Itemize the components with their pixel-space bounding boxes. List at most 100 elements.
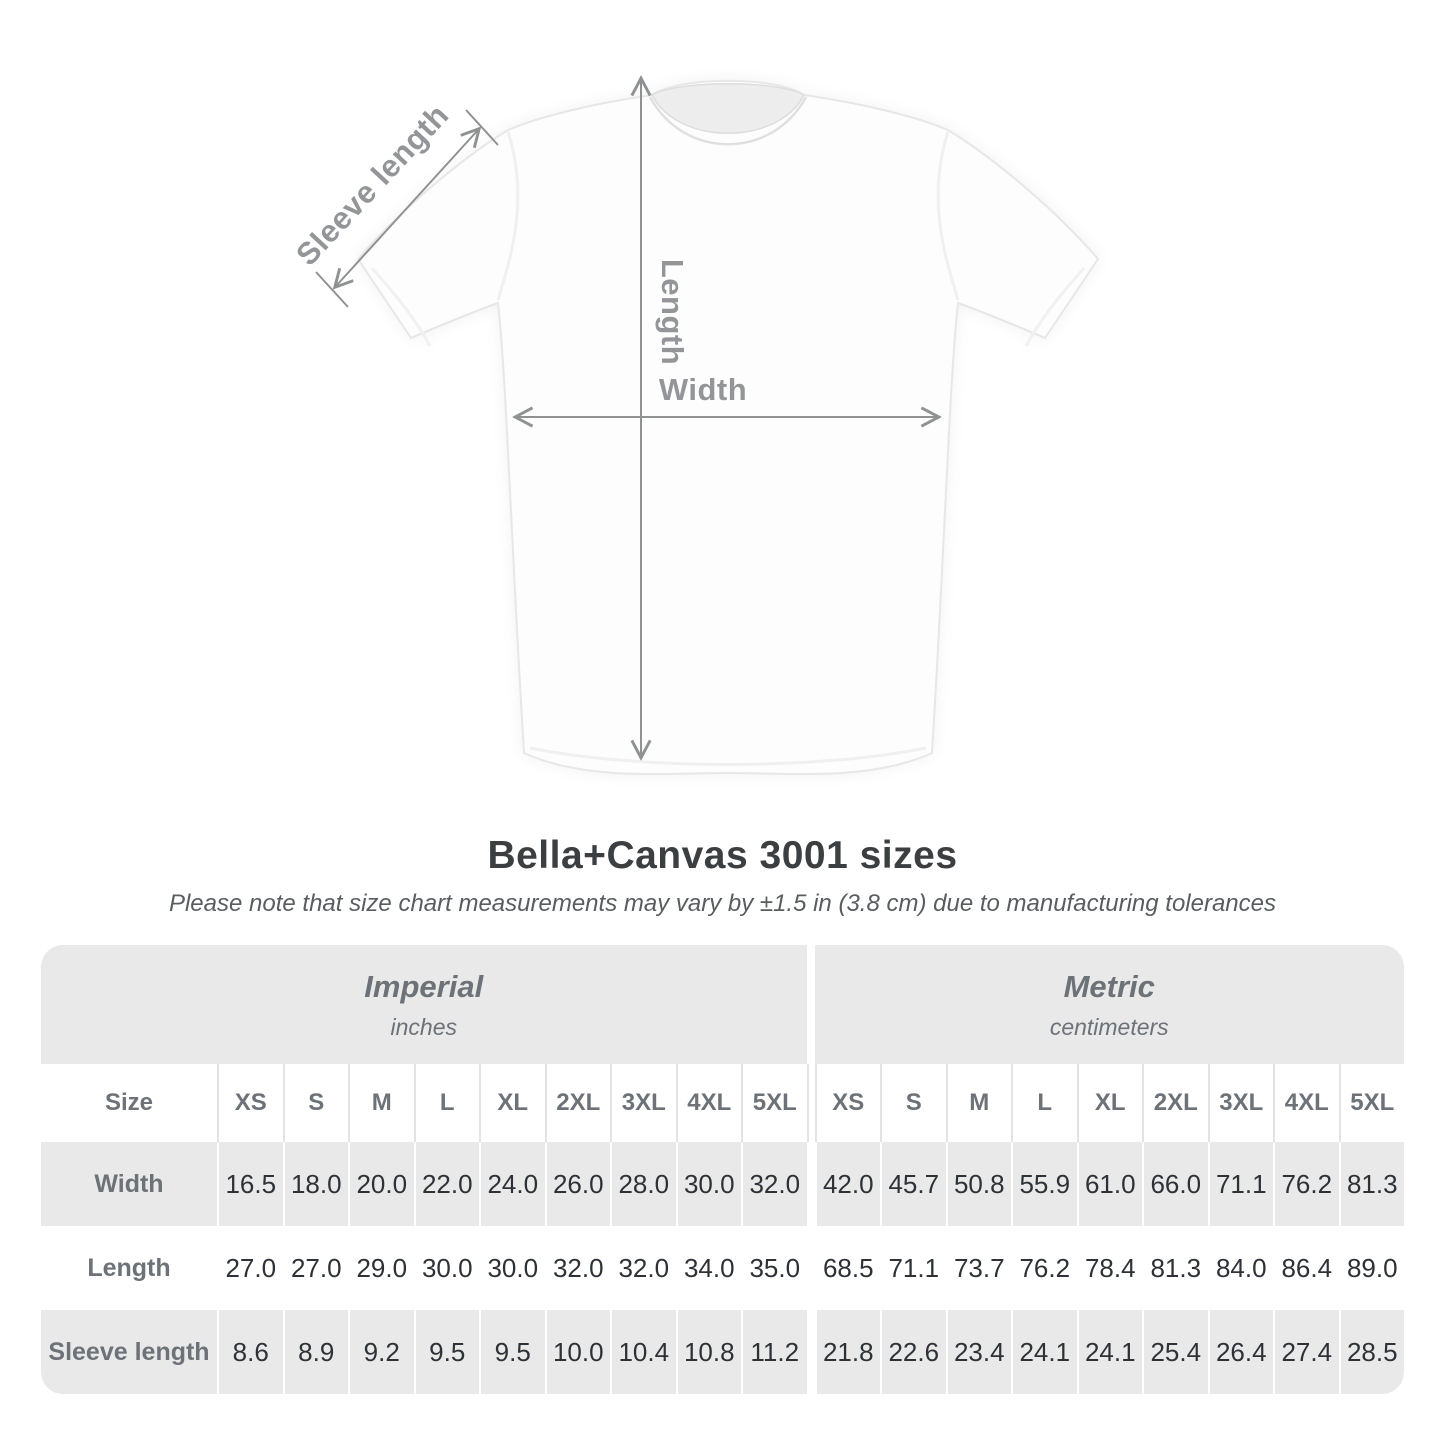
cell: 89.0	[1338, 1226, 1404, 1310]
cell: 24.1	[1076, 1310, 1142, 1394]
cell: 30.0	[413, 1226, 479, 1310]
cell: 27.0	[282, 1226, 348, 1310]
cell: 21.8	[814, 1310, 880, 1394]
tshirt-graphic: Length Width Sleeve length	[289, 0, 1100, 776]
cell: 81.3	[1338, 1142, 1404, 1226]
cell: 27.0	[217, 1226, 283, 1310]
unit-header-divider	[806, 945, 815, 1064]
cell: 45.7	[880, 1142, 946, 1226]
cell: 76.2	[1011, 1226, 1077, 1310]
size-header-cell: 2XL	[1142, 1064, 1208, 1142]
cell: 27.4	[1273, 1310, 1339, 1394]
tshirt-measurement-diagram: Length Width Sleeve length	[289, 0, 1100, 776]
metric-header: Metric centimeters	[814, 945, 1404, 1064]
table-row-width: Width 16.5 18.0 20.0 22.0 24.0 26.0 28.0…	[41, 1142, 1404, 1226]
group-divider	[806, 1142, 815, 1226]
cell: 10.4	[610, 1310, 676, 1394]
size-header-cell: 5XL	[741, 1064, 807, 1142]
size-header-cell: 4XL	[675, 1064, 742, 1142]
cell: 10.8	[675, 1310, 741, 1394]
size-header-cell: XL	[479, 1064, 545, 1142]
cell: 20.0	[348, 1142, 414, 1226]
collar	[651, 83, 805, 134]
size-header-cell: XS	[217, 1064, 283, 1142]
imperial-unit: inches	[390, 1013, 457, 1040]
unit-header-row: Imperial inches Metric centimeters	[41, 945, 1404, 1064]
cell: 66.0	[1142, 1142, 1208, 1226]
size-table: Imperial inches Metric centimeters Size …	[41, 945, 1404, 1394]
size-header-cell: XL	[1076, 1064, 1143, 1142]
cell: 8.9	[282, 1310, 348, 1394]
row-label: Width	[41, 1142, 217, 1226]
cell: 28.5	[1338, 1310, 1404, 1394]
cell: 24.1	[1011, 1310, 1077, 1394]
cell: 42.0	[814, 1142, 880, 1226]
cell: 86.4	[1273, 1226, 1339, 1310]
page-title: Bella+Canvas 3001 sizes	[487, 834, 958, 877]
size-header-cell: M	[945, 1064, 1012, 1142]
cell: 8.6	[217, 1310, 283, 1394]
size-header-cell: 3XL	[1207, 1064, 1274, 1142]
cell: 73.7	[945, 1226, 1011, 1310]
cell: 30.0	[479, 1226, 545, 1310]
cell: 78.4	[1076, 1226, 1142, 1310]
row-label: Sleeve length	[41, 1310, 217, 1394]
size-header-cell: XS	[814, 1064, 881, 1142]
size-header-cell: 4XL	[1273, 1064, 1339, 1142]
cell: 26.4	[1207, 1310, 1273, 1394]
cell: 30.0	[675, 1142, 741, 1226]
table-row-sleeve-length: Sleeve length 8.6 8.9 9.2 9.5 9.5 10.0 1…	[41, 1310, 1404, 1394]
imperial-header: Imperial inches	[41, 945, 807, 1064]
cell: 71.1	[1207, 1142, 1273, 1226]
cell: 22.0	[413, 1142, 479, 1226]
cell: 76.2	[1273, 1142, 1339, 1226]
cell: 18.0	[282, 1142, 348, 1226]
cell: 32.0	[741, 1142, 807, 1226]
group-divider	[806, 1310, 815, 1394]
cell: 84.0	[1207, 1226, 1273, 1310]
cell: 61.0	[1076, 1142, 1142, 1226]
cell: 28.0	[610, 1142, 676, 1226]
metric-unit: centimeters	[1049, 1013, 1169, 1040]
size-header-cell: 2XL	[544, 1064, 611, 1142]
cell: 71.1	[880, 1226, 946, 1310]
tolerance-note: Please note that size chart measurements…	[168, 890, 1277, 917]
cell: 16.5	[217, 1142, 283, 1226]
cell: 9.5	[413, 1310, 479, 1394]
cell: 32.0	[610, 1226, 676, 1310]
size-header-cell: L	[1011, 1064, 1077, 1142]
size-header-row: Size XS S M L XL 2XL 3XL 4XL 5XL XS S M …	[41, 1064, 1404, 1142]
cell: 32.0	[544, 1226, 610, 1310]
cell: 35.0	[741, 1226, 807, 1310]
length-label: Length	[655, 259, 690, 365]
group-divider	[806, 1226, 815, 1310]
cell: 50.8	[945, 1142, 1011, 1226]
cell: 25.4	[1142, 1310, 1208, 1394]
cell: 68.5	[814, 1226, 880, 1310]
row-label: Length	[41, 1226, 217, 1310]
cell: 11.2	[741, 1310, 807, 1394]
imperial-label: Imperial	[364, 968, 484, 1004]
size-header-cell: M	[348, 1064, 414, 1142]
size-column-header: Size	[104, 1089, 154, 1116]
size-header-cell: 5XL	[1338, 1064, 1405, 1142]
size-header-cell: S	[880, 1064, 946, 1142]
cell: 81.3	[1142, 1226, 1208, 1310]
cell: 23.4	[945, 1310, 1011, 1394]
group-divider	[806, 1064, 815, 1142]
cell: 9.2	[348, 1310, 414, 1394]
cell: 22.6	[880, 1310, 946, 1394]
cell: 24.0	[479, 1142, 545, 1226]
size-header-cell: 3XL	[610, 1064, 676, 1142]
cell: 10.0	[544, 1310, 610, 1394]
table-row-length: Length 27.0 27.0 29.0 30.0 30.0 32.0 32.…	[41, 1226, 1404, 1310]
cell: 26.0	[544, 1142, 610, 1226]
cell: 55.9	[1011, 1142, 1077, 1226]
tshirt-body	[356, 79, 1100, 776]
size-header-cell: S	[282, 1064, 349, 1142]
cell: 9.5	[479, 1310, 545, 1394]
width-label: Width	[659, 372, 747, 407]
cell: 34.0	[675, 1226, 741, 1310]
width-dimension-line: Width	[517, 372, 937, 417]
size-header-cell: L	[413, 1064, 480, 1142]
